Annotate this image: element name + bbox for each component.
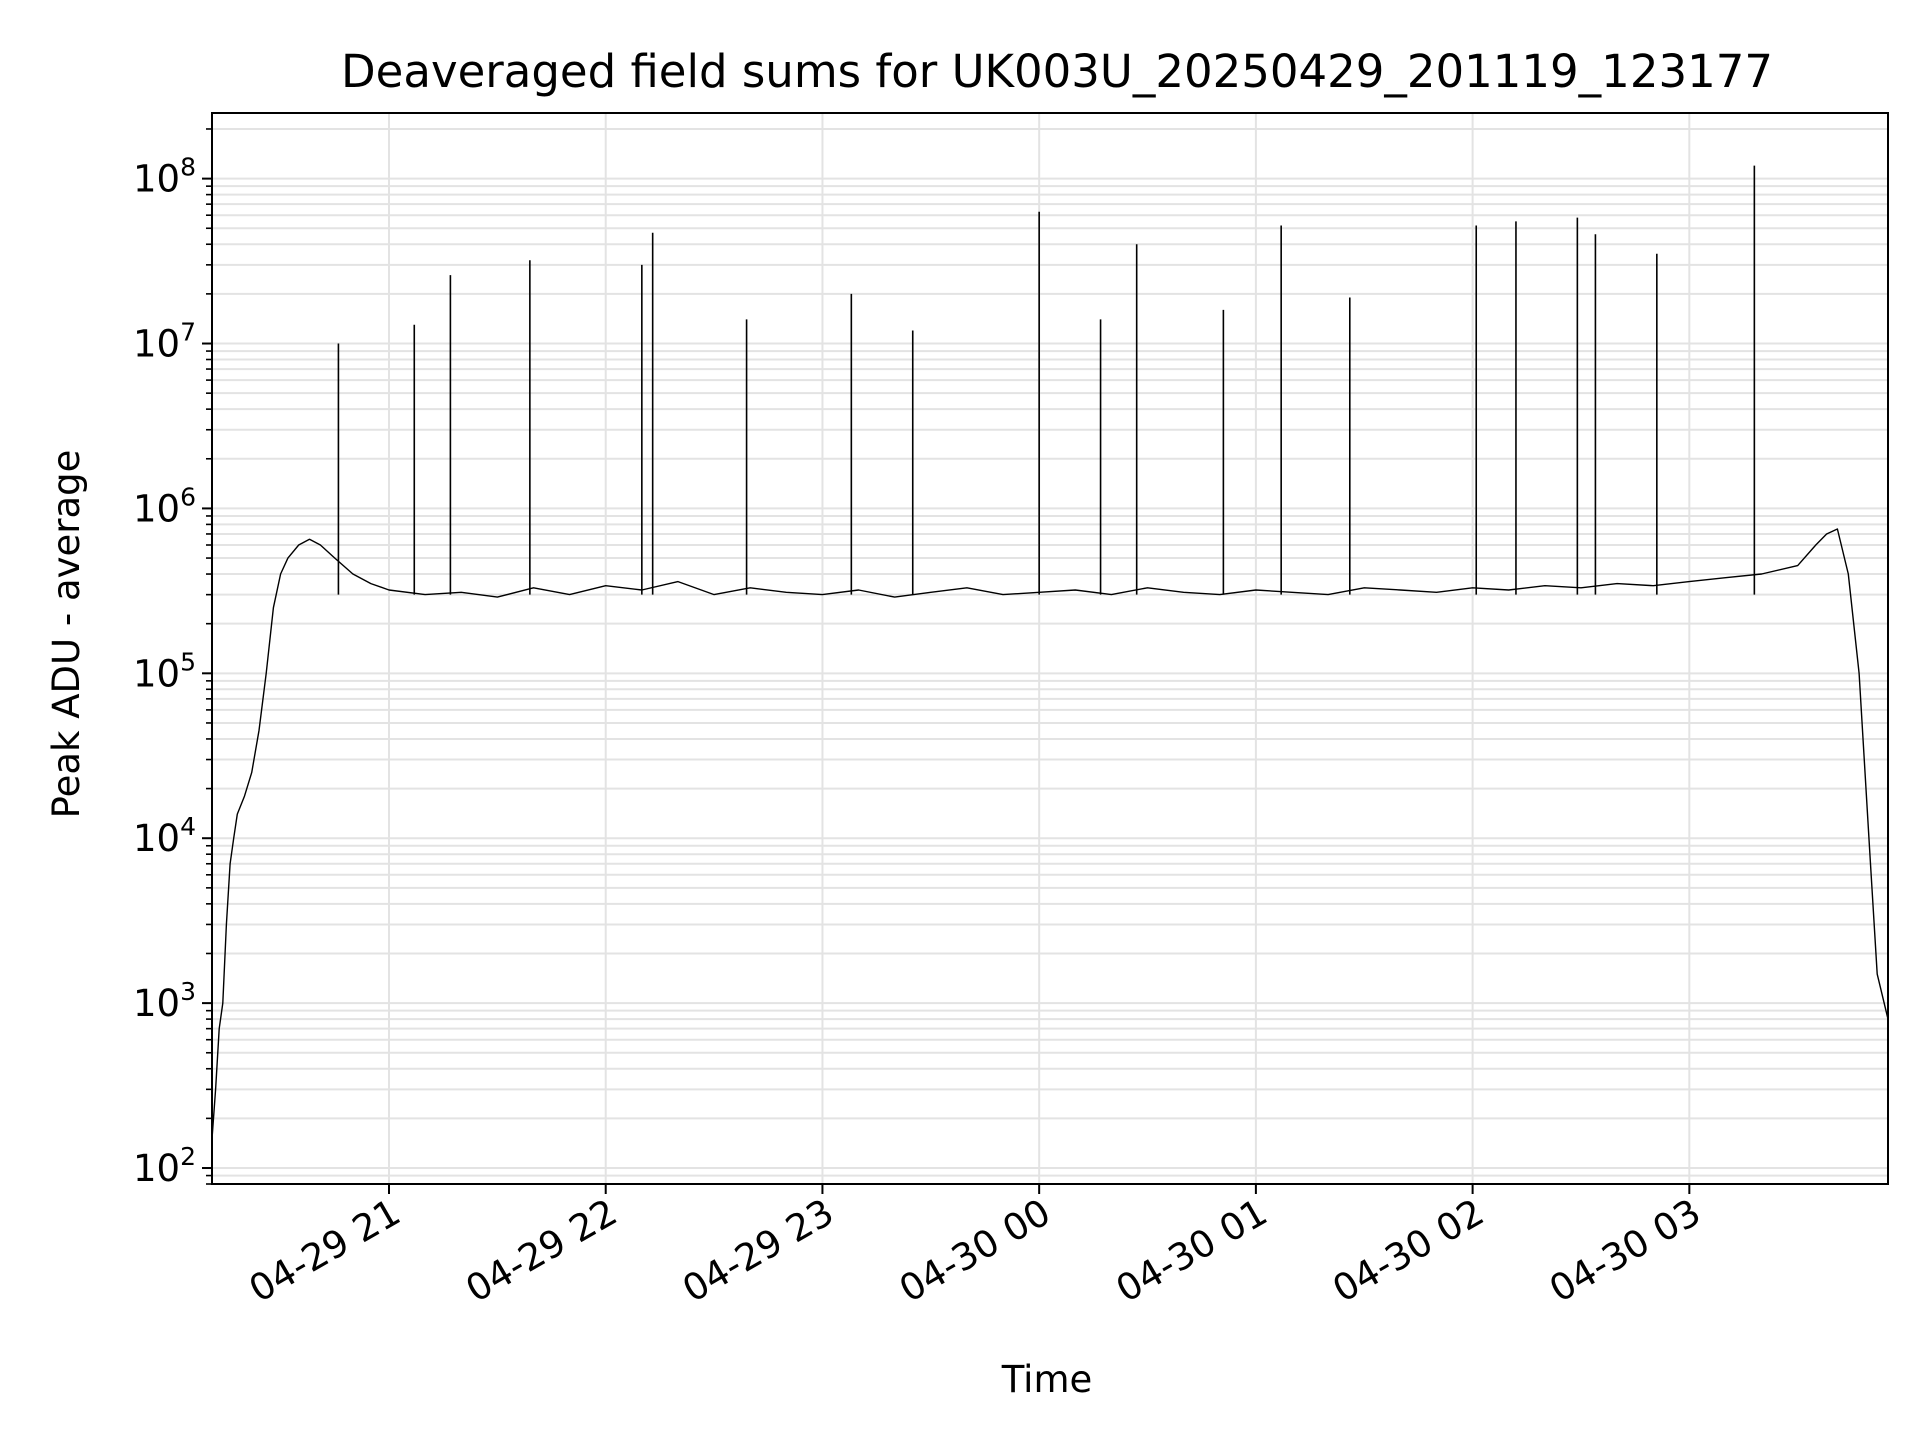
y-axis: 102 103 104 105 106 107 108: [133, 153, 212, 1190]
x-axis-label: Time: [1001, 1358, 1093, 1401]
y-tick-label: 108: [133, 153, 196, 201]
plot-area: [211, 165, 1889, 1140]
y-tick-label: 102: [133, 1142, 196, 1190]
y-tick-label: 106: [133, 482, 196, 530]
y-tick-label: 104: [133, 812, 196, 860]
y-tick-label: 107: [133, 318, 196, 366]
plot-frame: [211, 112, 1889, 1185]
chart-title: Deaveraged field sums for UK003U_2025042…: [341, 45, 1773, 98]
y-axis-label: Peak ADU - average: [45, 450, 88, 819]
y-tick-label: 105: [133, 647, 196, 695]
grid-layer: [212, 113, 1888, 1185]
y-tick-label: 103: [133, 977, 196, 1025]
spike-layer: [337, 165, 1756, 595]
series-line: [211, 528, 1889, 1140]
